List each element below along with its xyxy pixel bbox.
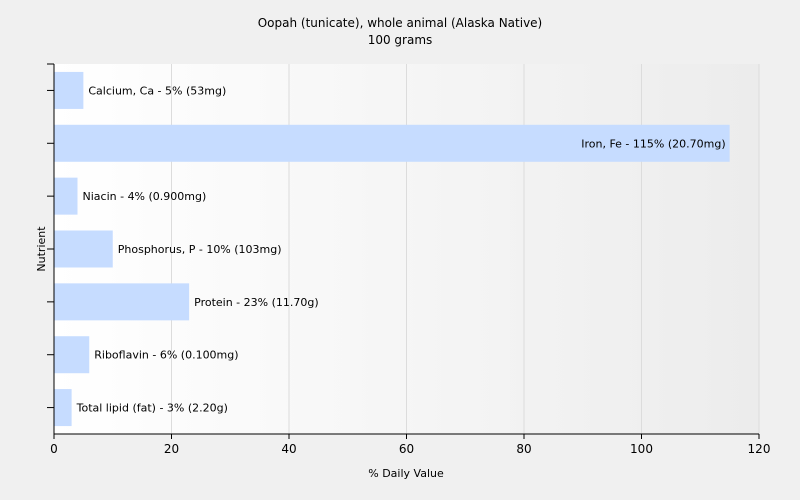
bar — [54, 283, 190, 321]
bar-label: Riboflavin - 6% (0.100mg) — [94, 349, 238, 362]
chart-title: Oopah (tunicate), whole animal (Alaska N… — [258, 16, 543, 30]
bar-label: Protein - 23% (11.70g) — [194, 296, 319, 309]
x-axis-label: % Daily Value — [368, 467, 444, 480]
x-tick-label: 120 — [748, 442, 771, 456]
bar-label: Phosphorus, P - 10% (103mg) — [118, 243, 282, 256]
x-tick-label: 80 — [516, 442, 531, 456]
bar — [54, 177, 78, 215]
bar — [54, 124, 730, 162]
bars: Calcium, Ca - 5% (53mg) Iron, Fe - 115% (… — [54, 71, 730, 427]
x-tick-label: 60 — [399, 442, 414, 456]
bar-label: Niacin - 4% (0.900mg) — [83, 190, 207, 203]
x-tick-label: 100 — [630, 442, 653, 456]
bar — [54, 389, 72, 427]
chart-subtitle: 100 grams — [368, 33, 433, 47]
x-tick-label: 40 — [281, 442, 296, 456]
bar — [54, 336, 90, 374]
axes — [47, 63, 760, 439]
y-axis-label: Nutrient — [35, 226, 48, 272]
bar — [54, 71, 84, 109]
bar — [54, 230, 113, 268]
bar-label: Calcium, Ca - 5% (53mg) — [88, 84, 226, 97]
bar-label: Iron, Fe - 115% (20.70mg) — [581, 137, 725, 150]
tick-labels: 0 20 40 60 80 100 120 — [50, 442, 770, 456]
x-tick-label: 20 — [164, 442, 179, 456]
x-tick-label: 0 — [50, 442, 58, 456]
bar-label: Total lipid (fat) - 3% (2.20g) — [76, 402, 228, 415]
